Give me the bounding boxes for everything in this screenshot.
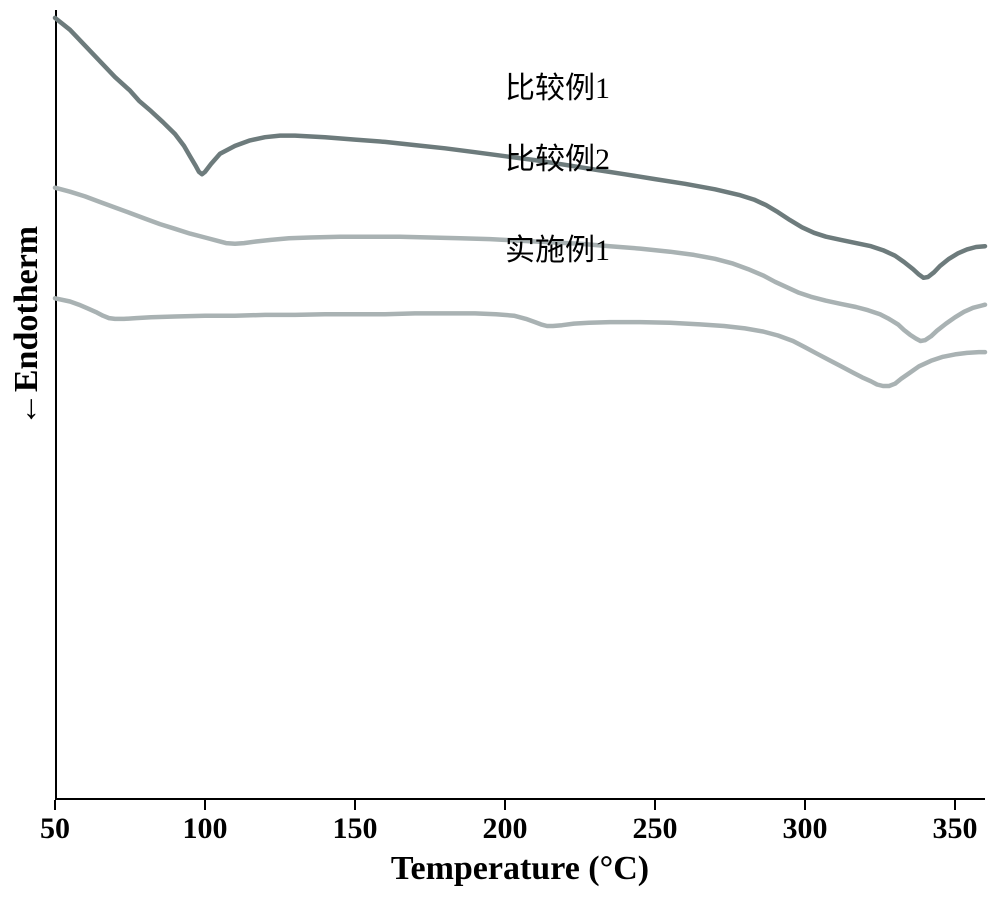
x-tick-label: 200 [483,812,528,846]
x-tick [354,800,356,810]
x-tick-label: 300 [783,812,828,846]
x-tick-label: 50 [40,812,70,846]
series-label-实施例1: 实施例1 [505,225,610,269]
x-tick-label: 250 [633,812,678,846]
x-tick-label: 350 [933,812,978,846]
x-tick [504,800,506,810]
series-实施例1 [55,298,985,386]
dsc-figure: ←Endotherm Temperature (°C) 50 100 150 200 2… [0,0,1000,909]
x-tick-label: 100 [183,812,228,846]
x-tick [54,800,56,810]
x-axis-title: Temperature (°C) [391,850,649,888]
series-label-比较例1: 比较例1 [505,63,610,107]
y-axis-title: ←Endotherm [8,226,46,426]
x-tick [954,800,956,810]
x-tick-label: 150 [333,812,378,846]
x-tick [204,800,206,810]
curves-svg [0,0,1000,909]
series-label-比较例2: 比较例2 [505,134,610,178]
x-tick [654,800,656,810]
x-tick [804,800,806,810]
